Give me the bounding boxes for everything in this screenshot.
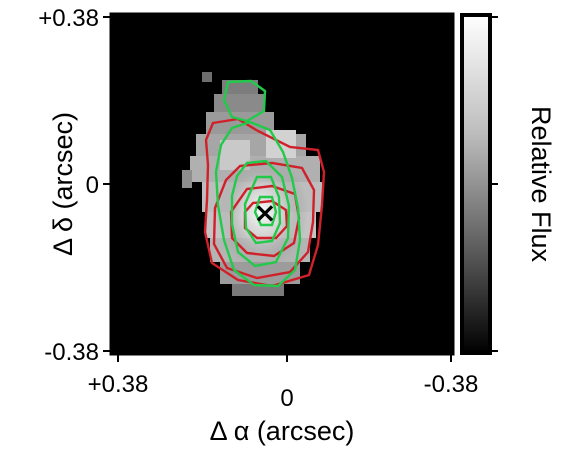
emission-outer: [182, 170, 192, 188]
colorbar-label: Relative Flux: [526, 106, 556, 263]
axis-ticks: [103, 16, 452, 362]
red-contour-outer: [203, 117, 326, 288]
green-contour-outer: [214, 120, 302, 288]
colorbar: [460, 13, 498, 355]
emission-outer: [206, 112, 274, 134]
y-axis-label: Δ δ (arcsec): [48, 112, 78, 256]
emission-outer: [202, 72, 212, 82]
y-tick-label-middle: 0: [86, 172, 99, 199]
x-axis-label: Δ α (arcsec): [210, 416, 355, 446]
y-tick-label-bottom: -0.38: [44, 339, 99, 366]
green-contour-inner: [243, 175, 282, 245]
x-tick-label-middle: 0: [280, 385, 293, 412]
y-tick-label-top: +0.38: [38, 5, 99, 32]
green-contours: [214, 79, 302, 288]
red-contour-mid: [212, 161, 316, 280]
green-contour-north: [222, 79, 267, 123]
colorbar-gradient: [462, 15, 490, 353]
image-panel: ×: [109, 12, 455, 356]
emission-patch: [266, 130, 296, 158]
emission-outer: [220, 262, 300, 284]
emission-outer: [222, 80, 258, 94]
emission-core: [216, 156, 308, 268]
x-tick-label-left: +0.38: [88, 371, 149, 398]
green-contour-core: [253, 195, 278, 227]
green-contour-mid: [230, 159, 291, 268]
center-marker: ×: [253, 196, 276, 229]
x-tick-label-right: -0.38: [424, 371, 479, 398]
emission-outer: [214, 94, 264, 112]
